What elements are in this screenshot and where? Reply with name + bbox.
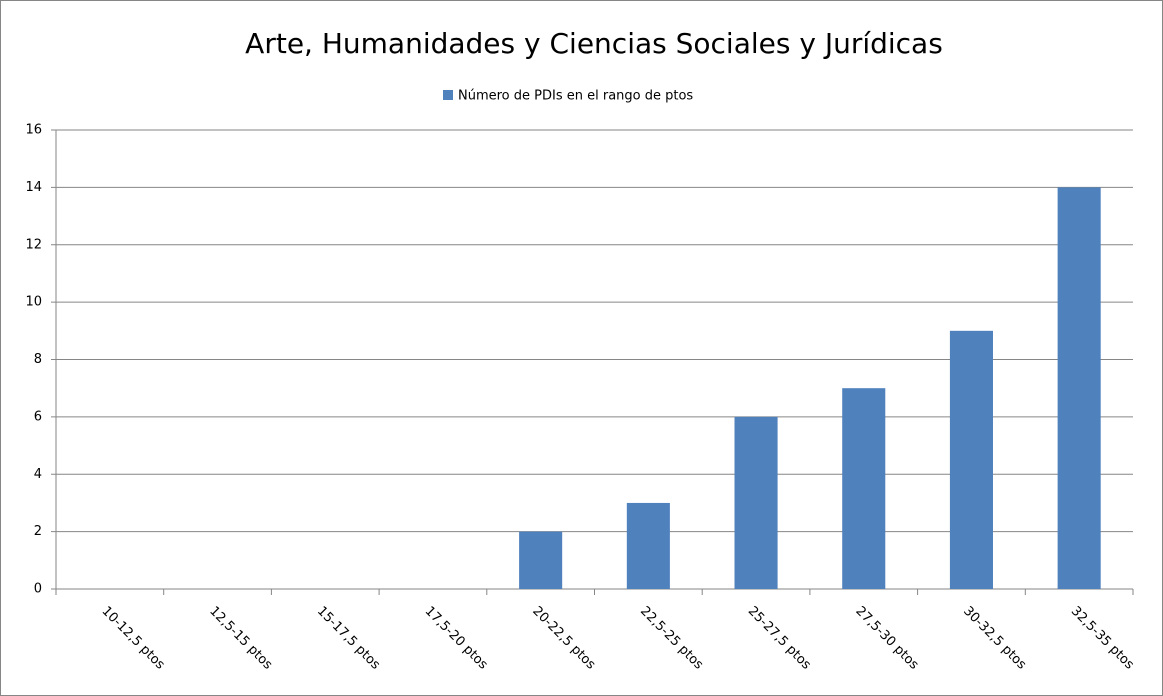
bar	[519, 531, 563, 589]
bar	[842, 388, 886, 589]
y-tick-label: 14	[25, 180, 42, 195]
bar	[626, 502, 670, 589]
y-tick-label: 12	[25, 237, 42, 252]
bar	[1057, 187, 1101, 589]
y-tick-label: 8	[34, 352, 42, 367]
bar	[734, 416, 778, 589]
y-tick-label: 4	[34, 467, 42, 482]
y-tick-label: 6	[34, 409, 42, 424]
bar	[949, 330, 993, 589]
y-tick-label: 2	[34, 524, 42, 539]
y-tick-label: 16	[25, 123, 42, 138]
y-tick-label: 10	[25, 295, 42, 310]
legend-label: Número de PDIs en el rango de ptos	[458, 89, 693, 104]
y-tick-label: 0	[34, 582, 42, 597]
chart-title: Arte, Humanidades y Ciencias Sociales y …	[245, 27, 943, 60]
legend-swatch	[443, 90, 453, 100]
